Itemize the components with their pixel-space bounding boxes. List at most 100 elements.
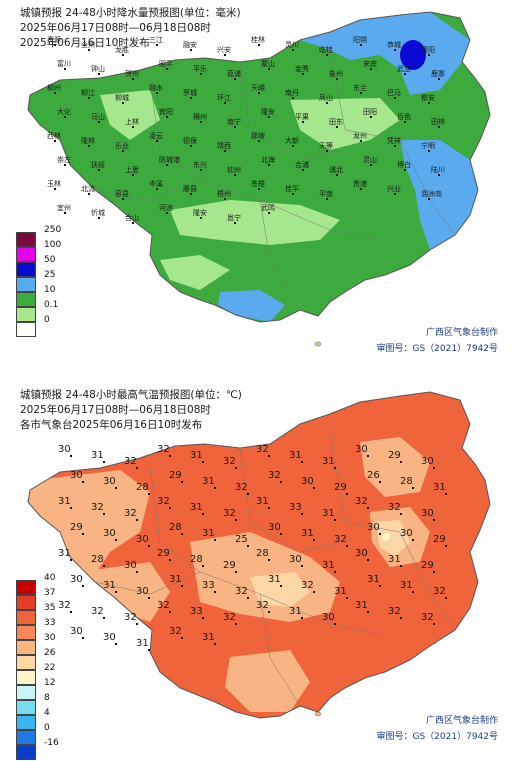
max-temp-value: 31 xyxy=(190,502,203,513)
city-marker xyxy=(404,169,406,171)
station-marker xyxy=(115,539,117,541)
max-temp-value: 28 xyxy=(190,554,203,565)
city-marker xyxy=(234,126,236,128)
city-marker xyxy=(438,174,440,176)
max-temp-value: 31 xyxy=(388,554,401,565)
city-marker xyxy=(54,188,56,190)
city-marker xyxy=(190,49,192,51)
max-temp-value: 30 xyxy=(70,470,83,481)
station-marker xyxy=(214,643,216,645)
station-marker xyxy=(181,585,183,587)
city-marker xyxy=(428,102,430,104)
city-marker xyxy=(268,68,270,70)
city-label: 靖西 xyxy=(217,141,231,150)
station-marker xyxy=(301,617,303,619)
city-marker xyxy=(326,198,328,200)
rain-legend-label: 25 xyxy=(44,270,56,280)
city-label: 乐业 xyxy=(115,141,129,150)
city-label: 罗城 xyxy=(183,89,197,97)
station-marker xyxy=(301,513,303,515)
city-label: 河池 xyxy=(159,203,173,212)
rain-legend-swatch xyxy=(16,232,36,247)
city-marker xyxy=(336,78,338,80)
city-marker xyxy=(336,126,338,128)
rain-legend-swatch xyxy=(16,262,36,277)
city-marker xyxy=(428,54,430,56)
max-temp-value: 31 xyxy=(202,528,215,539)
rain-legend-swatch xyxy=(16,307,36,322)
station-marker xyxy=(148,545,150,547)
weizhou-island xyxy=(314,341,322,347)
max-temp-value: 32 xyxy=(124,612,137,623)
station-marker xyxy=(367,455,369,457)
max-temp-value: 33 xyxy=(202,580,215,591)
max-temp-value: 32 xyxy=(334,534,347,545)
city-label: 象州 xyxy=(329,69,343,78)
temp-legend-swatch xyxy=(16,700,36,715)
city-marker xyxy=(438,126,440,128)
station-marker xyxy=(181,481,183,483)
station-marker xyxy=(247,597,249,599)
max-temp-value: 31 xyxy=(169,574,182,585)
city-label: 上思 xyxy=(125,165,139,174)
station-marker xyxy=(235,623,237,625)
city-marker xyxy=(54,92,56,94)
station-marker xyxy=(70,611,72,613)
temp-legend-label: 40 xyxy=(44,573,56,583)
temp-map-number: 审图号：GS（2021）7942号 xyxy=(376,732,499,742)
city-label: 宁明 xyxy=(421,141,435,150)
station-marker xyxy=(169,611,171,613)
rain-legend-label: 50 xyxy=(44,255,56,265)
city-label: 邕宁 xyxy=(227,213,241,222)
city-label: 巴马 xyxy=(387,89,401,97)
max-temp-value: 32 xyxy=(223,456,236,467)
city-marker xyxy=(166,68,168,70)
max-temp-value: 30 xyxy=(322,612,335,623)
city-label: 临桂 xyxy=(319,45,333,54)
station-marker xyxy=(334,467,336,469)
city-label: 天峨 xyxy=(251,83,265,92)
city-marker xyxy=(302,73,304,75)
rain-0.1-region xyxy=(170,200,340,245)
city-marker xyxy=(292,193,294,195)
city-label: 天等 xyxy=(319,141,333,150)
city-marker xyxy=(370,68,372,70)
city-marker xyxy=(336,174,338,176)
city-marker xyxy=(326,54,328,56)
city-marker xyxy=(302,169,304,171)
city-label: 武鸣 xyxy=(261,203,275,212)
max-temp-value: 30 xyxy=(58,444,71,455)
max-temp-value: 31 xyxy=(58,548,71,559)
city-label: 武宣 xyxy=(397,64,411,73)
station-marker xyxy=(433,571,435,573)
station-marker xyxy=(235,519,237,521)
temp-legend-label: 30 xyxy=(44,633,56,643)
max-temp-value: 32 xyxy=(301,580,314,591)
city-label: 玉林 xyxy=(47,179,61,188)
station-marker xyxy=(400,513,402,515)
max-temp-value: 30 xyxy=(136,534,149,545)
city-label: 融水 xyxy=(149,83,163,92)
city-marker xyxy=(404,121,406,123)
max-temp-value: 31 xyxy=(91,450,104,461)
station-marker xyxy=(445,493,447,495)
city-label: 钦州 xyxy=(227,165,241,174)
city-label: 资源 xyxy=(47,35,61,44)
city-label: 龙州 xyxy=(353,131,367,140)
station-marker xyxy=(70,507,72,509)
city-label: 蒙山 xyxy=(261,59,275,68)
max-temp-value: 33 xyxy=(289,502,302,513)
station-marker xyxy=(103,617,105,619)
max-temp-value: 28 xyxy=(400,476,413,487)
max-temp-value: 29 xyxy=(223,560,236,571)
temp-map-issued: 各市气象台2025年06月16日10时发布 xyxy=(20,419,203,431)
city-marker xyxy=(166,164,168,166)
city-marker xyxy=(122,198,124,200)
rain-0.1-region xyxy=(290,98,400,150)
city-marker xyxy=(234,174,236,176)
city-marker xyxy=(156,188,158,190)
city-label: 金秀 xyxy=(295,64,309,73)
city-label: 凤山 xyxy=(319,93,333,102)
station-marker xyxy=(433,467,435,469)
